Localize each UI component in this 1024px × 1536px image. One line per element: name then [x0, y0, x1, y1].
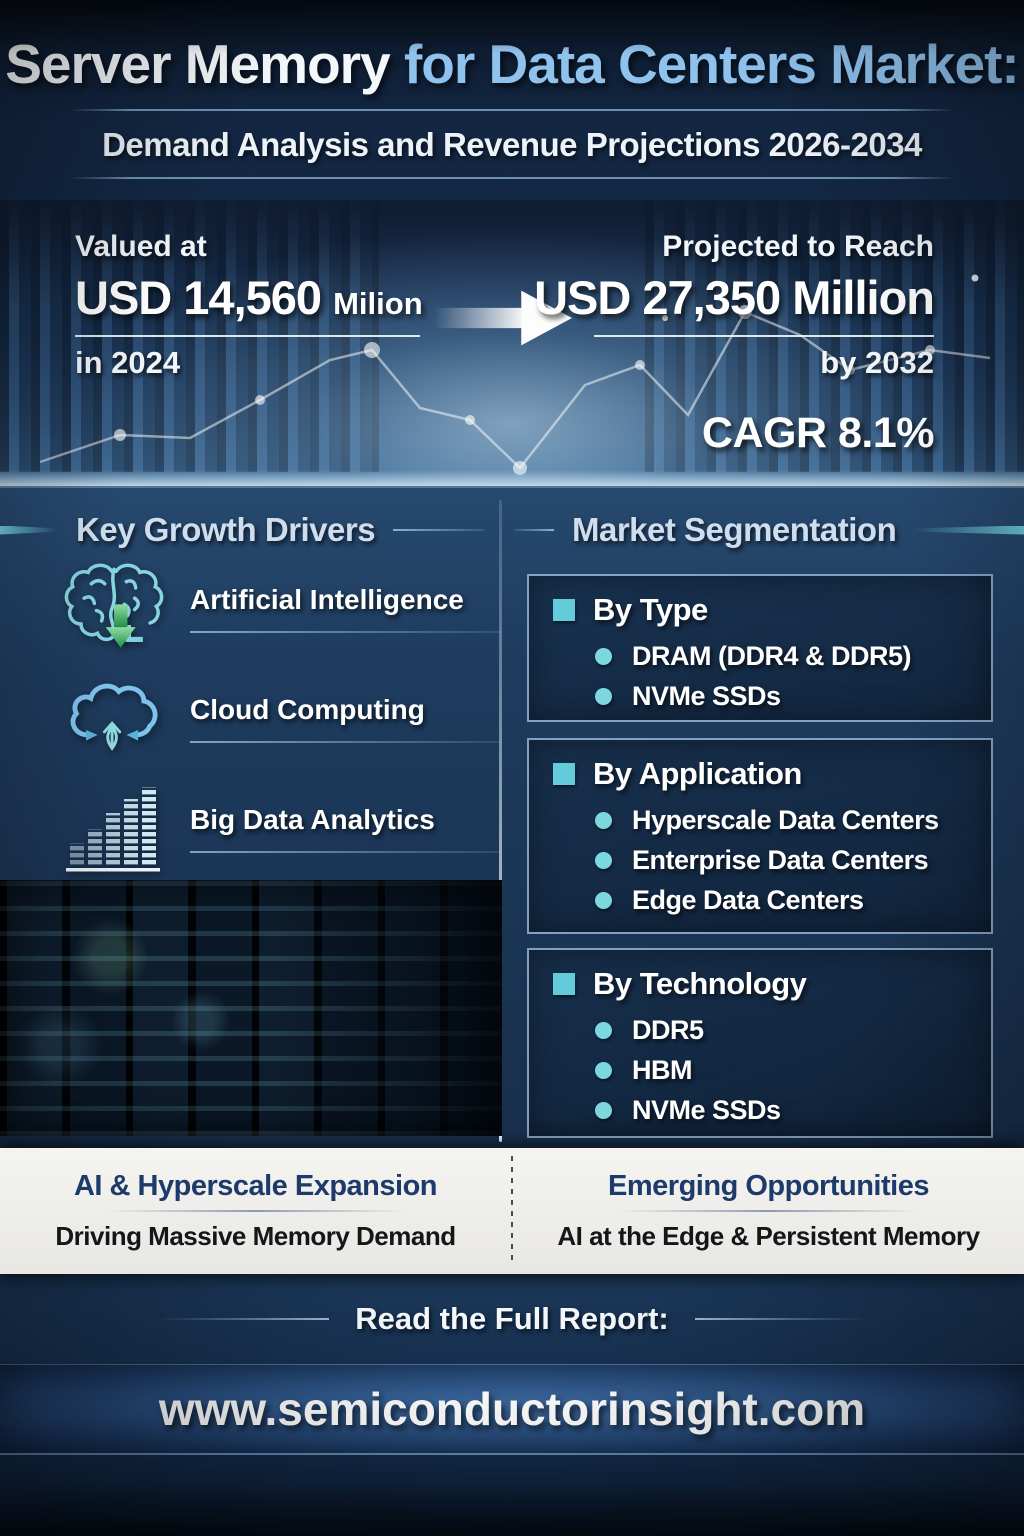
subtitle-divider	[68, 176, 956, 179]
heading-accent-line	[393, 529, 484, 531]
driver-underline	[190, 850, 502, 853]
projected-value-year: by 2032	[820, 345, 934, 380]
square-bullet-icon	[553, 763, 575, 785]
hero-floor-highlight	[0, 470, 1024, 486]
banner-right: Emerging Opportunities AI at the Edge & …	[513, 1148, 1024, 1274]
segment-box-by-type: By Type DRAM (DDR4 & DDR5) NVMe SSDs	[527, 574, 993, 722]
segment-item: DDR5	[595, 1015, 967, 1046]
cagr-value: CAGR 8.1%	[701, 409, 935, 457]
dot-bullet-icon	[595, 812, 612, 829]
bar-chart-icon	[60, 778, 168, 878]
driver-artificial-intelligence: Artificial Intelligence	[60, 556, 502, 660]
footer-bottom-strip	[0, 1455, 1024, 1536]
dot-bullet-icon	[595, 852, 612, 869]
website-link[interactable]: www.semiconductorinsight.com	[158, 1383, 866, 1435]
brain-ai-icon	[60, 558, 168, 658]
square-bullet-icon	[553, 973, 575, 995]
current-value-underline	[75, 335, 420, 337]
hero-section: Valued at USD 14,560 Milion in 2024 Proj…	[0, 200, 1024, 486]
page-subtitle: Demand Analysis and Revenue Projections …	[102, 125, 922, 163]
website-band: www.semiconductorinsight.com	[0, 1364, 1024, 1455]
banner-left-subtitle: Driving Massive Memory Demand	[55, 1221, 456, 1251]
current-value-stat: Valued at USD 14,560 Milion in 2024	[75, 230, 423, 381]
segment-item: Hyperscale Data Centers	[595, 805, 967, 836]
cta-accent-line-left	[159, 1318, 330, 1320]
cta-accent-line-right	[694, 1318, 865, 1320]
market-segmentation-heading: Market Segmentation	[514, 508, 1024, 552]
dot-bullet-icon	[595, 1022, 612, 1039]
dot-bullet-icon	[595, 648, 612, 665]
banner-left-rule	[105, 1210, 406, 1212]
driver-cloud-computing: Cloud Computing	[60, 666, 502, 770]
driver-underline	[190, 740, 502, 743]
banner-left: AI & Hyperscale Expansion Driving Massiv…	[0, 1148, 511, 1274]
banner-left-title: AI & Hyperscale Expansion	[73, 1170, 438, 1202]
title-divider	[68, 108, 956, 111]
title-part-2: for Data Centers Market:	[403, 33, 1020, 95]
current-value-unit: Milion	[333, 286, 423, 321]
segment-box-by-application: By Application Hyperscale Data Centers E…	[527, 738, 993, 934]
header: Server Memory for Data Centers Market: D…	[0, 33, 1024, 179]
dot-bullet-icon	[595, 1102, 612, 1119]
projected-value-underline	[594, 335, 934, 337]
segment-box-by-technology: By Technology DDR5 HBM NVMe SSDs	[527, 948, 993, 1138]
page-title: Server Memory for Data Centers Market:	[0, 33, 1024, 96]
highlight-banner: AI & Hyperscale Expansion Driving Massiv…	[0, 1148, 1024, 1274]
current-value-amount: USD 14,560 Milion	[75, 271, 423, 324]
cta-text: Read the Full Report:	[355, 1301, 669, 1336]
segment-item: NVMe SSDs	[595, 681, 967, 712]
heading-accent-wedge	[914, 525, 1024, 535]
driver-label: Artificial Intelligence	[190, 583, 464, 615]
valued-at-label: Valued at	[75, 230, 207, 263]
driver-label: Big Data Analytics	[190, 803, 435, 835]
server-racks-photo	[0, 880, 502, 1136]
dot-bullet-icon	[595, 688, 612, 705]
cloud-icon	[60, 668, 168, 768]
heading-accent-wedge	[0, 525, 58, 535]
main-section: Key Growth Drivers	[0, 486, 1024, 1148]
segment-item: DRAM (DDR4 & DDR5)	[595, 641, 967, 672]
projected-value-amount: USD 27,350 Million	[534, 271, 935, 324]
driver-underline	[190, 630, 502, 633]
current-value-year: in 2024	[75, 345, 181, 380]
banner-right-subtitle: AI at the Edge & Persistent Memory	[557, 1221, 980, 1251]
segment-item: NVMe SSDs	[595, 1095, 967, 1126]
footer: Read the Full Report: www.semiconductori…	[0, 1274, 1024, 1536]
segment-item: Edge Data Centers	[595, 885, 967, 916]
segment-item: HBM	[595, 1055, 967, 1086]
segment-title: By Technology	[593, 966, 807, 1001]
driver-big-data-analytics: Big Data Analytics	[60, 776, 502, 880]
driver-label: Cloud Computing	[190, 693, 425, 725]
cta-row: Read the Full Report:	[0, 1274, 1024, 1364]
key-growth-drivers-heading: Key Growth Drivers	[0, 508, 498, 552]
segment-title: By Type	[593, 592, 708, 627]
banner-right-rule	[618, 1210, 919, 1212]
banner-right-title: Emerging Opportunities	[608, 1170, 929, 1202]
projected-value-stat: Projected to Reach USD 27,350 Million by…	[534, 230, 935, 458]
square-bullet-icon	[553, 599, 575, 621]
heading-accent-line	[514, 529, 554, 531]
segment-item: Enterprise Data Centers	[595, 845, 967, 876]
dot-bullet-icon	[595, 892, 612, 909]
segment-title: By Application	[593, 756, 802, 791]
title-part-1: Server Memory	[5, 33, 390, 95]
dot-bullet-icon	[595, 1062, 612, 1079]
projected-label: Projected to Reach	[662, 230, 934, 263]
